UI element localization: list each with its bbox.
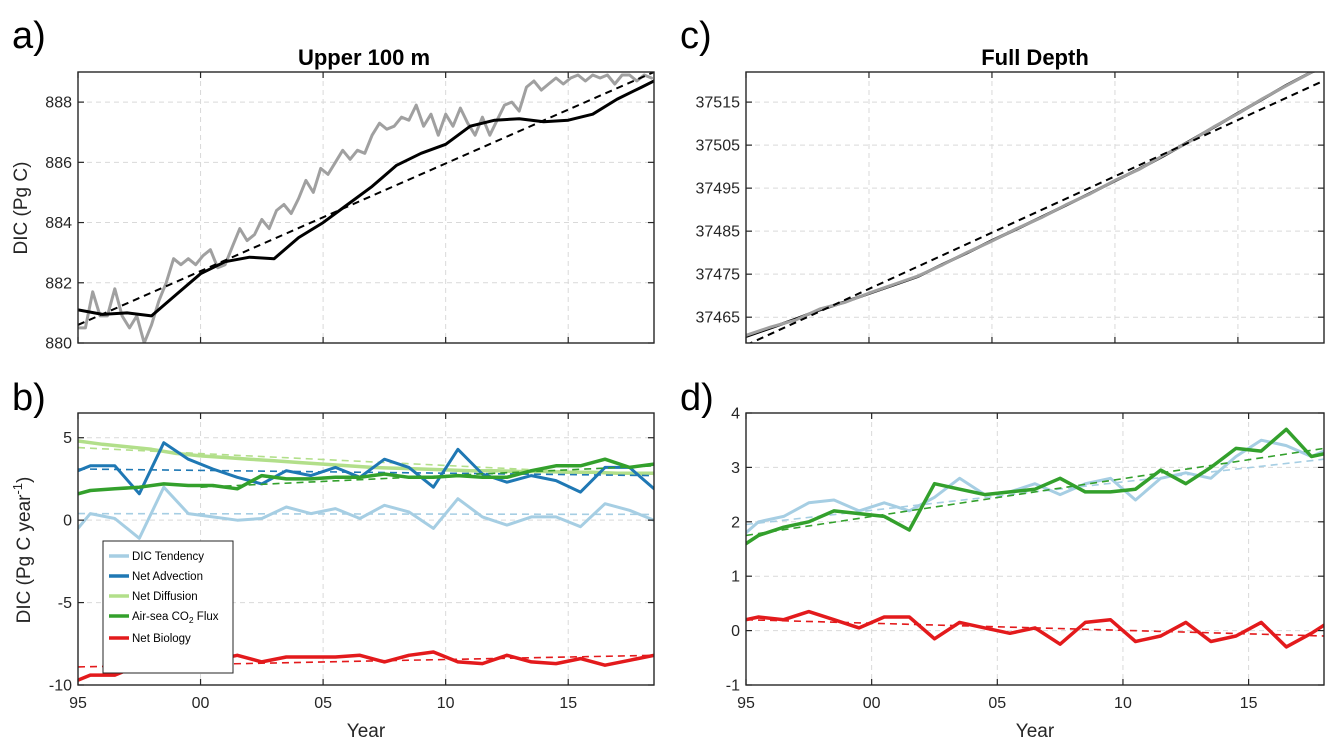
- series-line-d-net_biology-solid-4: [746, 609, 1324, 649]
- plot-frame-c: [745, 71, 1325, 344]
- y-tick-label-a-4: 888: [45, 95, 72, 112]
- grid-a: [78, 72, 654, 343]
- x-tick-label-b-0: 95: [69, 695, 87, 712]
- legend-label-dic-tendency: DIC Tendency: [132, 551, 204, 563]
- y-tick-label-c-2: 37485: [696, 224, 741, 241]
- x-tick-label-b-4: 15: [559, 695, 577, 712]
- y-tick-label-d-1: 0: [731, 623, 740, 640]
- series-line-d-dic_tendency-solid-0: [746, 438, 1324, 535]
- grid-d: [746, 413, 1324, 685]
- panel-b: b) 95 00 05 10 15-10-505 DIC (Pg C year-1) Y…: [10, 377, 655, 742]
- legend-entry-air-sea-flux: Air-sea CO2 Flux: [109, 611, 219, 625]
- x-tick-label-d-1: 00: [863, 695, 881, 712]
- legend-label-air-sea-flux-sub: 2: [189, 615, 194, 625]
- ticks-a: 880 882 884 886 888: [45, 72, 654, 353]
- legend: DIC Tendency Net Advection Net Diffusion…: [102, 540, 234, 674]
- panel-letter-c: c): [680, 15, 712, 57]
- panel-letter-d: d): [680, 377, 714, 419]
- series-line-b-dic_tendency-dashed-3: [78, 512, 654, 516]
- legend-label-air-sea-flux-tail: Flux: [194, 611, 219, 623]
- series-line-a-observed-solid-0: [78, 73, 653, 343]
- x-tick-label-d-2: 05: [988, 695, 1006, 712]
- legend-label-air-sea-flux-main: Air-sea CO: [132, 611, 189, 623]
- y-axis-label-b-close: ): [14, 477, 35, 483]
- x-tick-label-b-3: 10: [437, 695, 455, 712]
- legend-entry-net-diffusion: Net Diffusion: [109, 591, 198, 603]
- panel-a: a) Upper 100 m 880 882 884 886 888 DIC (Pg C…: [11, 15, 655, 353]
- x-tick-label-b-2: 05: [314, 695, 332, 712]
- y-tick-label-d-5: 4: [731, 406, 740, 423]
- grid-c: [746, 72, 1324, 343]
- plot-frame-a: [77, 71, 655, 344]
- legend-box: [102, 540, 234, 674]
- series-line-b-air_sea_flux-dashed-7: [200, 465, 654, 488]
- series-b: [78, 439, 654, 682]
- y-axis-label-b-main: DIC (Pg C year: [14, 494, 35, 623]
- series-c: [746, 72, 1324, 343]
- legend-entry-net-advection: Net Advection: [109, 571, 203, 583]
- y-tick-label-c-0: 37465: [696, 310, 741, 327]
- y-tick-label-c-5: 37515: [696, 95, 741, 112]
- x-tick-label-d-3: 10: [1114, 695, 1132, 712]
- panel-title-c: Full Depth: [981, 45, 1089, 70]
- series-line-b-air_sea_flux-solid-6: [78, 457, 654, 496]
- series-d: [746, 427, 1324, 649]
- y-tick-label-d-0: -1: [726, 678, 740, 695]
- y-tick-label-c-1: 37475: [696, 267, 741, 284]
- y-tick-label-d-3: 2: [731, 514, 740, 531]
- plot-frame-b: [77, 412, 655, 686]
- ticks-d: 95 00 05 10 15 -1 0 1 2 3 4: [726, 406, 1324, 712]
- series-line-b-dic_tendency-solid-2: [78, 485, 654, 540]
- legend-label-net-advection: Net Advection: [132, 571, 203, 583]
- series-a: [78, 72, 654, 343]
- series-line-a-trend-dashed-2: [78, 72, 654, 326]
- y-tick-label-a-2: 884: [45, 215, 72, 232]
- y-tick-label-d-4: 3: [731, 460, 740, 477]
- y-tick-label-a-0: 880: [45, 336, 72, 353]
- ticks-b: 95 00 05 10 15-10-505: [49, 413, 654, 712]
- series-line-d-air_sea_flux-dashed-3: [746, 447, 1324, 537]
- legend-entry-dic-tendency: DIC Tendency: [109, 551, 204, 563]
- series-line-b-net_diffusion-dashed-1: [78, 446, 654, 477]
- panel-d: d) 95 00 05 10 15 -1 0 1 2 3 4 Year: [680, 377, 1325, 742]
- plot-frame-d: [745, 412, 1325, 686]
- y-tick-label-b-2: 0: [63, 513, 72, 530]
- panel-letter-b: b): [12, 377, 46, 419]
- series-line-d-net_biology-dashed-5: [746, 618, 1324, 637]
- y-axis-label-b: DIC (Pg C year-1): [10, 477, 35, 624]
- legend-label-net-diffusion: Net Diffusion: [132, 591, 198, 603]
- panel-letter-a: a): [12, 15, 46, 57]
- x-axis-label-b: Year: [347, 721, 386, 742]
- y-axis-label-b-sup: -1: [10, 483, 25, 495]
- panel-c: c) Full Depth 37465374753748537495375053…: [680, 15, 1325, 344]
- y-tick-label-d-2: 1: [731, 569, 740, 586]
- series-line-c-observed-solid-1: [746, 72, 1317, 337]
- series-line-c-smoothed-solid-0: [746, 72, 1317, 338]
- series-line-c-trend-dashed-2: [748, 79, 1324, 343]
- legend-label-air-sea-flux: Air-sea CO2 Flux: [132, 611, 219, 625]
- x-tick-label-b-1: 00: [192, 695, 210, 712]
- y-tick-label-b-1: -5: [58, 595, 72, 612]
- y-tick-label-a-3: 886: [45, 155, 72, 172]
- legend-label-net-biology: Net Biology: [132, 633, 191, 645]
- y-tick-label-b-3: 5: [63, 430, 72, 447]
- y-tick-label-a-1: 882: [45, 275, 72, 292]
- y-tick-label-c-3: 37495: [696, 181, 741, 198]
- x-tick-label-d-4: 15: [1240, 695, 1258, 712]
- y-tick-label-c-4: 37505: [696, 138, 741, 155]
- x-tick-label-d-0: 95: [737, 695, 755, 712]
- panel-title-a: Upper 100 m: [298, 45, 430, 70]
- legend-entry-net-biology: Net Biology: [109, 633, 191, 645]
- series-line-b-net_advection-dashed-5: [78, 468, 654, 477]
- series-line-d-air_sea_flux-solid-2: [746, 427, 1324, 546]
- y-axis-label-a: DIC (Pg C): [11, 162, 32, 255]
- series-line-a-smoothed-solid-1: [78, 79, 654, 318]
- y-tick-label-b-0: -10: [49, 678, 72, 695]
- ticks-c: 37465 37475 37485 37495 37505 37515: [696, 72, 1324, 343]
- series-line-b-net_diffusion-solid-0: [78, 439, 654, 475]
- x-axis-label-d: Year: [1016, 721, 1055, 742]
